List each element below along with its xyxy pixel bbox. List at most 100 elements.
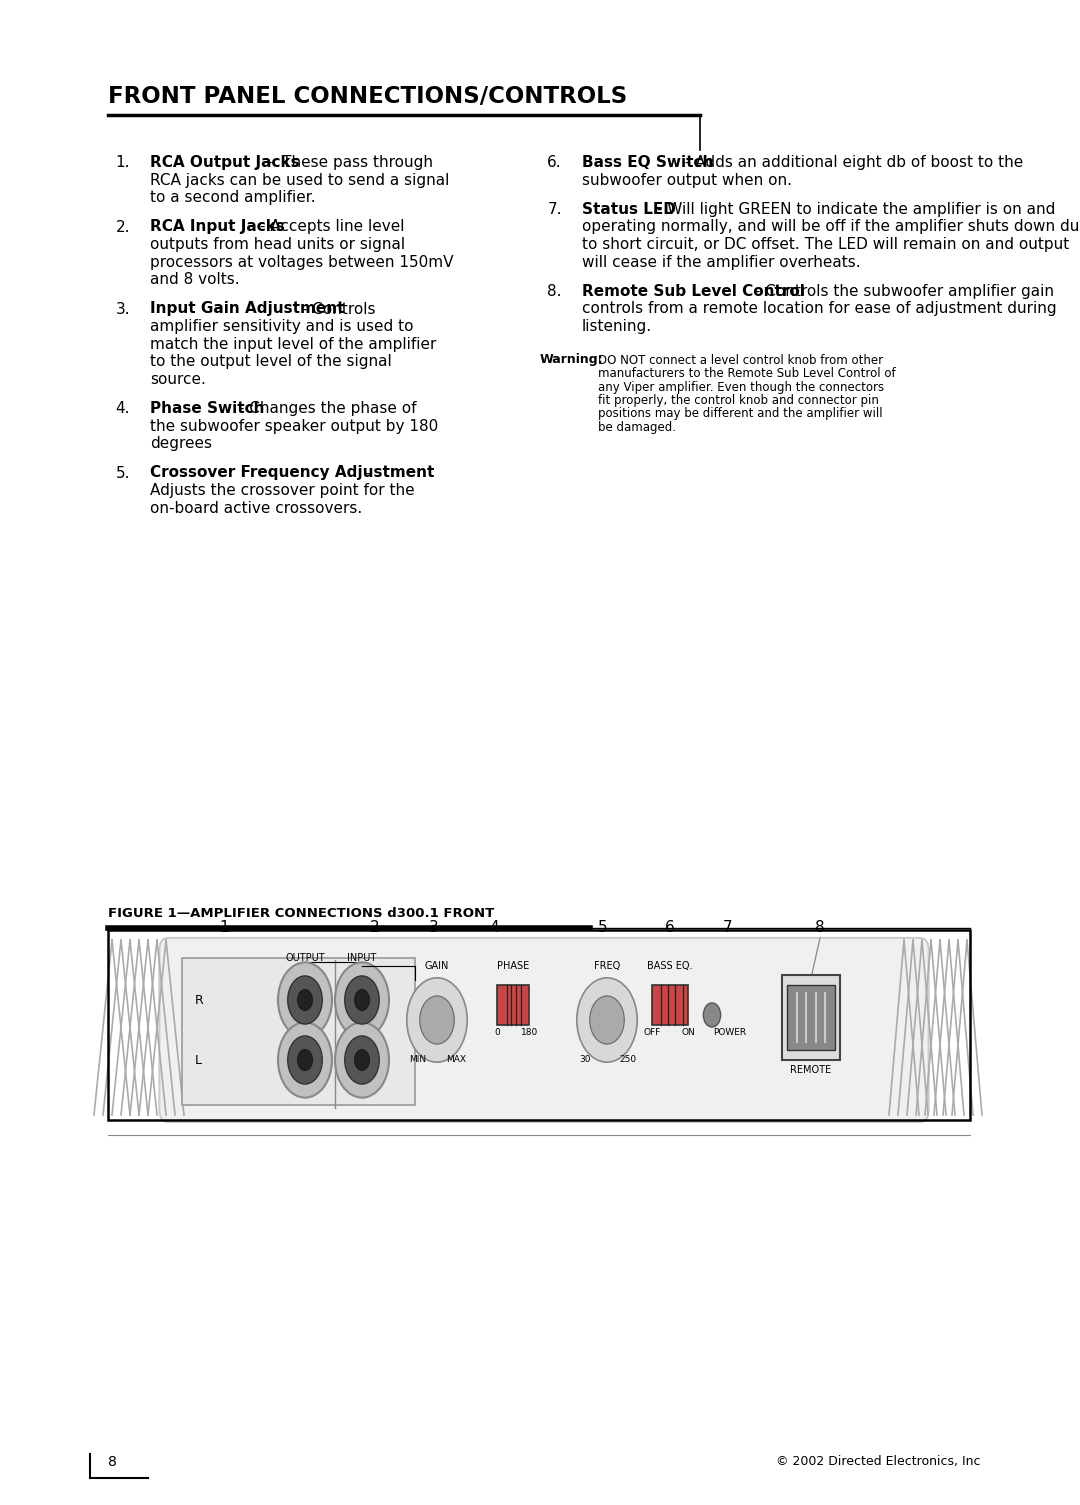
Text: 180: 180 [522, 1028, 539, 1037]
Text: outputs from head units or signal: outputs from head units or signal [150, 236, 405, 251]
Text: be damaged.: be damaged. [598, 421, 676, 433]
Text: match the input level of the amplifier: match the input level of the amplifier [150, 337, 436, 352]
Text: FREQ: FREQ [594, 962, 620, 971]
Text: DO NOT connect a level control knob from other: DO NOT connect a level control knob from… [598, 354, 883, 367]
Text: to short circuit, or DC offset. The LED will remain on and output: to short circuit, or DC offset. The LED … [582, 236, 1069, 251]
Bar [183, 959, 415, 1105]
Text: on-board active crossovers.: on-board active crossovers. [150, 501, 362, 516]
Text: the subwoofer speaker output by 180: the subwoofer speaker output by 180 [150, 418, 438, 433]
Circle shape [590, 996, 624, 1044]
Bar [652, 984, 688, 1025]
Circle shape [297, 989, 312, 1010]
Text: 1.: 1. [116, 155, 130, 170]
Text: 2: 2 [370, 920, 380, 935]
Text: 0: 0 [495, 1028, 500, 1037]
Bar [108, 930, 970, 1120]
Text: 4: 4 [489, 920, 499, 935]
Text: Bass EQ Switch: Bass EQ Switch [582, 155, 714, 170]
Text: MAX: MAX [446, 1055, 465, 1064]
Text: 8: 8 [815, 920, 825, 935]
Text: source.: source. [150, 372, 206, 387]
Text: POWER: POWER [714, 1028, 746, 1037]
Text: Warning:: Warning: [540, 354, 604, 367]
Text: RCA Output Jacks: RCA Output Jacks [150, 155, 299, 170]
Text: 5.: 5. [116, 465, 130, 480]
Text: 3: 3 [429, 920, 438, 935]
Circle shape [345, 1035, 379, 1084]
Text: 30: 30 [579, 1055, 591, 1064]
Circle shape [287, 975, 322, 1023]
Circle shape [407, 978, 468, 1063]
Text: FIGURE 1—AMPLIFIER CONNECTIONS d300.1 FRONT: FIGURE 1—AMPLIFIER CONNECTIONS d300.1 FR… [108, 908, 495, 920]
Text: - Controls: - Controls [297, 301, 375, 316]
Circle shape [345, 975, 379, 1023]
Text: 1: 1 [219, 920, 229, 935]
Text: controls from a remote location for ease of adjustment during: controls from a remote location for ease… [582, 301, 1056, 316]
Text: to the output level of the signal: to the output level of the signal [150, 354, 392, 369]
Text: - Controls the subwoofer amplifier gain: - Controls the subwoofer amplifier gain [750, 284, 1054, 299]
Text: manufacturers to the Remote Sub Level Control of: manufacturers to the Remote Sub Level Co… [598, 367, 895, 379]
Circle shape [287, 1035, 322, 1084]
Text: - Adds an additional eight db of boost to the: - Adds an additional eight db of boost t… [679, 155, 1023, 170]
Text: Input Gain Adjustment: Input Gain Adjustment [150, 301, 345, 316]
Circle shape [278, 1022, 332, 1097]
Circle shape [420, 996, 455, 1044]
Text: Crossover Frequency Adjustment: Crossover Frequency Adjustment [150, 465, 434, 480]
Text: R: R [195, 993, 204, 1007]
Text: PHASE: PHASE [497, 962, 529, 971]
Text: 5: 5 [598, 920, 608, 935]
Text: amplifier sensitivity and is used to: amplifier sensitivity and is used to [150, 319, 414, 334]
Text: © 2002 Directed Electronics, Inc: © 2002 Directed Electronics, Inc [775, 1455, 980, 1467]
Text: FRONT PANEL CONNECTIONS/CONTROLS: FRONT PANEL CONNECTIONS/CONTROLS [108, 84, 627, 108]
Text: OFF: OFF [644, 1028, 661, 1037]
Text: to a second amplifier.: to a second amplifier. [150, 190, 315, 205]
Circle shape [335, 962, 389, 1037]
Text: degrees: degrees [150, 436, 212, 452]
Text: GAIN: GAIN [424, 962, 449, 971]
Text: 7.: 7. [548, 202, 562, 217]
Text: Remote Sub Level Control: Remote Sub Level Control [582, 284, 805, 299]
Text: - Accepts line level: - Accepts line level [255, 220, 404, 235]
Text: ON: ON [681, 1028, 694, 1037]
Text: L: L [195, 1054, 202, 1067]
Text: Status LED: Status LED [582, 202, 676, 217]
Bar [782, 975, 840, 1060]
Text: 250: 250 [620, 1055, 636, 1064]
Text: - Changes the phase of: - Changes the phase of [233, 400, 416, 415]
Bar [787, 984, 835, 1050]
Text: MIN: MIN [409, 1055, 427, 1064]
Circle shape [354, 1049, 369, 1070]
Circle shape [278, 962, 332, 1037]
Bar [497, 984, 529, 1025]
Text: Phase Switch: Phase Switch [150, 400, 265, 415]
Text: BASS EQ.: BASS EQ. [647, 962, 692, 971]
Text: 8.: 8. [548, 284, 562, 299]
Circle shape [703, 1002, 720, 1026]
Text: subwoofer output when on.: subwoofer output when on. [582, 173, 792, 188]
Text: 4.: 4. [116, 400, 130, 415]
Text: -: - [360, 465, 370, 480]
Text: processors at voltages between 150mV: processors at voltages between 150mV [150, 254, 454, 269]
Text: any Viper amplifier. Even though the connectors: any Viper amplifier. Even though the con… [598, 381, 885, 393]
Text: Adjusts the crossover point for the: Adjusts the crossover point for the [150, 483, 415, 498]
Text: RCA jacks can be used to send a signal: RCA jacks can be used to send a signal [150, 173, 449, 188]
Text: fit properly, the control knob and connector pin: fit properly, the control knob and conne… [598, 394, 879, 406]
Text: 6.: 6. [548, 155, 562, 170]
Text: - Will light GREEN to indicate the amplifier is on and: - Will light GREEN to indicate the ampli… [652, 202, 1055, 217]
Text: operating normally, and will be off if the amplifier shuts down due: operating normally, and will be off if t… [582, 220, 1080, 235]
Text: positions may be different and the amplifier will: positions may be different and the ampli… [598, 408, 882, 420]
Text: REMOTE: REMOTE [791, 1066, 832, 1075]
Circle shape [297, 1049, 312, 1070]
Text: 8: 8 [108, 1455, 117, 1469]
Text: 6: 6 [665, 920, 675, 935]
Text: OUTPUT: OUTPUT [285, 953, 325, 963]
FancyBboxPatch shape [160, 938, 929, 1123]
Circle shape [577, 978, 637, 1063]
Text: 2.: 2. [116, 220, 130, 235]
Text: -  These pass through: - These pass through [261, 155, 433, 170]
Circle shape [335, 1022, 389, 1097]
Text: and 8 volts.: and 8 volts. [150, 272, 240, 287]
Text: 7: 7 [724, 920, 733, 935]
Text: 3.: 3. [116, 301, 130, 316]
Text: will cease if the amplifier overheats.: will cease if the amplifier overheats. [582, 254, 861, 269]
